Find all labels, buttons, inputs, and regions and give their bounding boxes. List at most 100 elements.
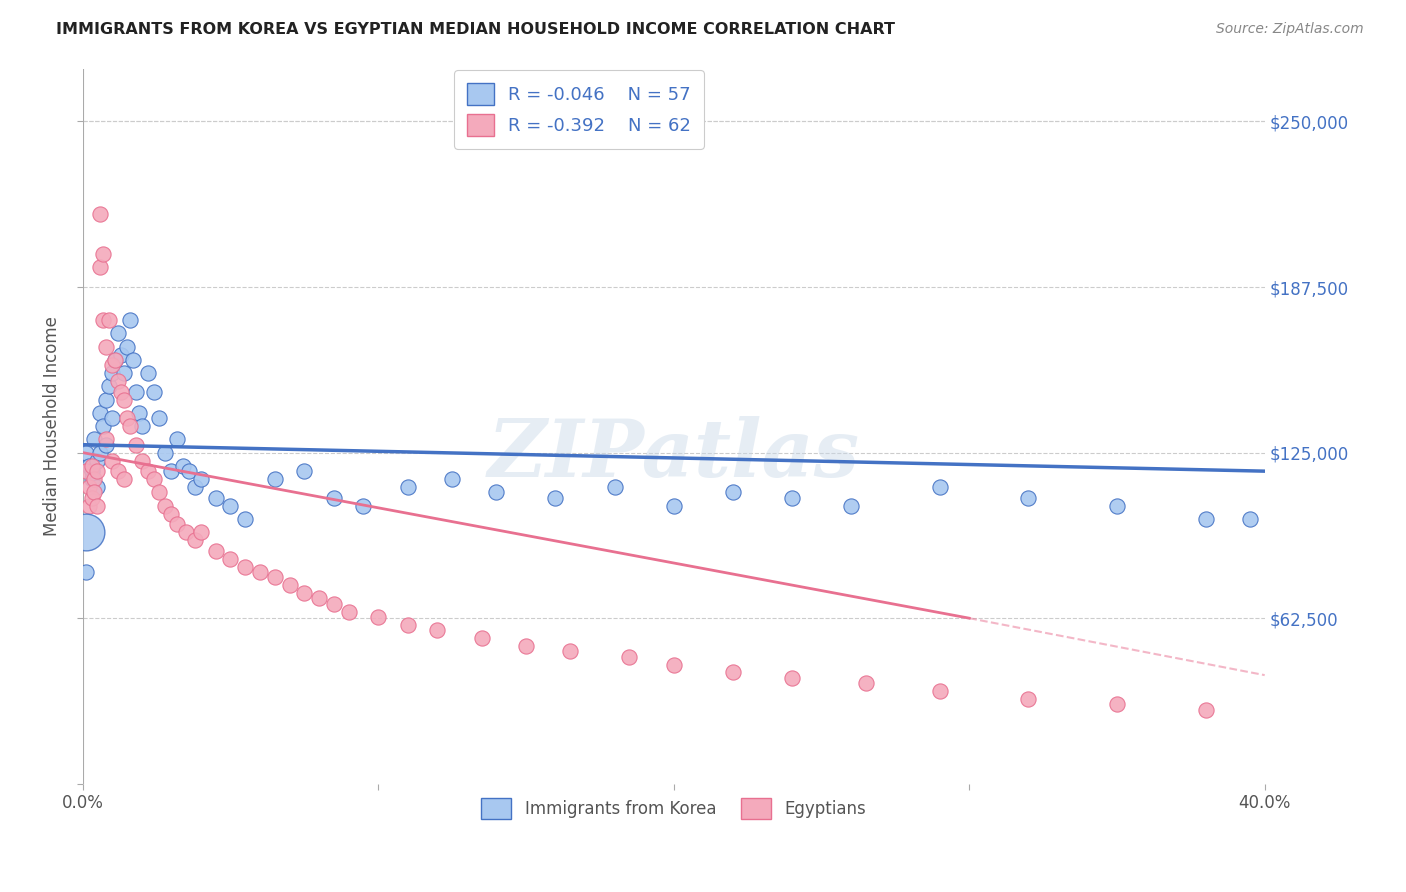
Point <box>96 433 118 447</box>
Point <box>1105 698 1128 712</box>
Text: Source: ZipAtlas.com: Source: ZipAtlas.com <box>1216 22 1364 37</box>
Point <box>721 665 744 680</box>
Point <box>544 491 567 505</box>
Point <box>75 464 97 478</box>
Point <box>112 392 135 407</box>
Point <box>112 472 135 486</box>
Point <box>115 340 138 354</box>
Point <box>128 406 150 420</box>
Point <box>292 464 315 478</box>
Point <box>86 499 108 513</box>
Point <box>110 348 132 362</box>
Point <box>148 485 170 500</box>
Point <box>96 438 118 452</box>
Point <box>155 499 177 513</box>
Point <box>142 472 165 486</box>
Point <box>112 366 135 380</box>
Point <box>839 499 862 513</box>
Point <box>166 517 188 532</box>
Point <box>131 419 153 434</box>
Point <box>96 392 118 407</box>
Point <box>1105 499 1128 513</box>
Point <box>83 472 105 486</box>
Point <box>928 480 950 494</box>
Point <box>101 358 124 372</box>
Point <box>1017 491 1039 505</box>
Point <box>780 491 803 505</box>
Point <box>204 491 226 505</box>
Point <box>160 464 183 478</box>
Point <box>219 551 242 566</box>
Point <box>560 644 582 658</box>
Point <box>89 406 111 420</box>
Point <box>603 480 626 494</box>
Point <box>136 366 159 380</box>
Text: IMMIGRANTS FROM KOREA VS EGYPTIAN MEDIAN HOUSEHOLD INCOME CORRELATION CHART: IMMIGRANTS FROM KOREA VS EGYPTIAN MEDIAN… <box>56 22 896 37</box>
Point <box>1194 702 1216 716</box>
Point <box>125 384 148 399</box>
Point <box>1194 512 1216 526</box>
Point <box>80 458 103 473</box>
Point <box>104 352 127 367</box>
Point <box>98 313 121 327</box>
Point <box>662 657 685 672</box>
Point <box>928 684 950 698</box>
Point <box>263 570 285 584</box>
Point <box>233 559 256 574</box>
Point <box>292 586 315 600</box>
Point <box>1239 512 1261 526</box>
Point <box>125 438 148 452</box>
Point <box>263 472 285 486</box>
Point <box>148 411 170 425</box>
Point <box>98 379 121 393</box>
Point <box>142 384 165 399</box>
Point <box>155 445 177 459</box>
Point <box>107 374 129 388</box>
Point <box>662 499 685 513</box>
Point <box>118 419 141 434</box>
Point <box>89 207 111 221</box>
Point <box>190 472 212 486</box>
Point <box>426 623 449 637</box>
Point <box>89 260 111 275</box>
Point <box>77 499 100 513</box>
Point <box>160 507 183 521</box>
Point <box>471 631 494 645</box>
Point <box>131 453 153 467</box>
Point <box>278 578 301 592</box>
Point <box>174 525 197 540</box>
Point <box>77 480 100 494</box>
Point <box>101 411 124 425</box>
Y-axis label: Median Household Income: Median Household Income <box>44 316 60 536</box>
Point <box>86 464 108 478</box>
Point <box>322 491 344 505</box>
Point <box>75 525 97 540</box>
Point <box>172 458 194 473</box>
Point <box>118 313 141 327</box>
Point <box>233 512 256 526</box>
Point <box>515 639 537 653</box>
Point <box>337 605 360 619</box>
Point <box>721 485 744 500</box>
Point <box>77 458 100 473</box>
Point <box>75 445 97 459</box>
Point <box>107 464 129 478</box>
Point <box>219 499 242 513</box>
Point <box>204 543 226 558</box>
Point <box>83 485 105 500</box>
Point <box>107 326 129 341</box>
Point <box>177 464 200 478</box>
Point <box>396 480 419 494</box>
Point <box>184 480 207 494</box>
Point <box>115 411 138 425</box>
Point <box>91 247 114 261</box>
Point <box>110 384 132 399</box>
Point <box>91 313 114 327</box>
Point <box>485 485 508 500</box>
Point <box>780 671 803 685</box>
Point <box>367 610 389 624</box>
Point <box>184 533 207 547</box>
Point <box>80 464 103 478</box>
Point <box>619 649 641 664</box>
Point <box>136 464 159 478</box>
